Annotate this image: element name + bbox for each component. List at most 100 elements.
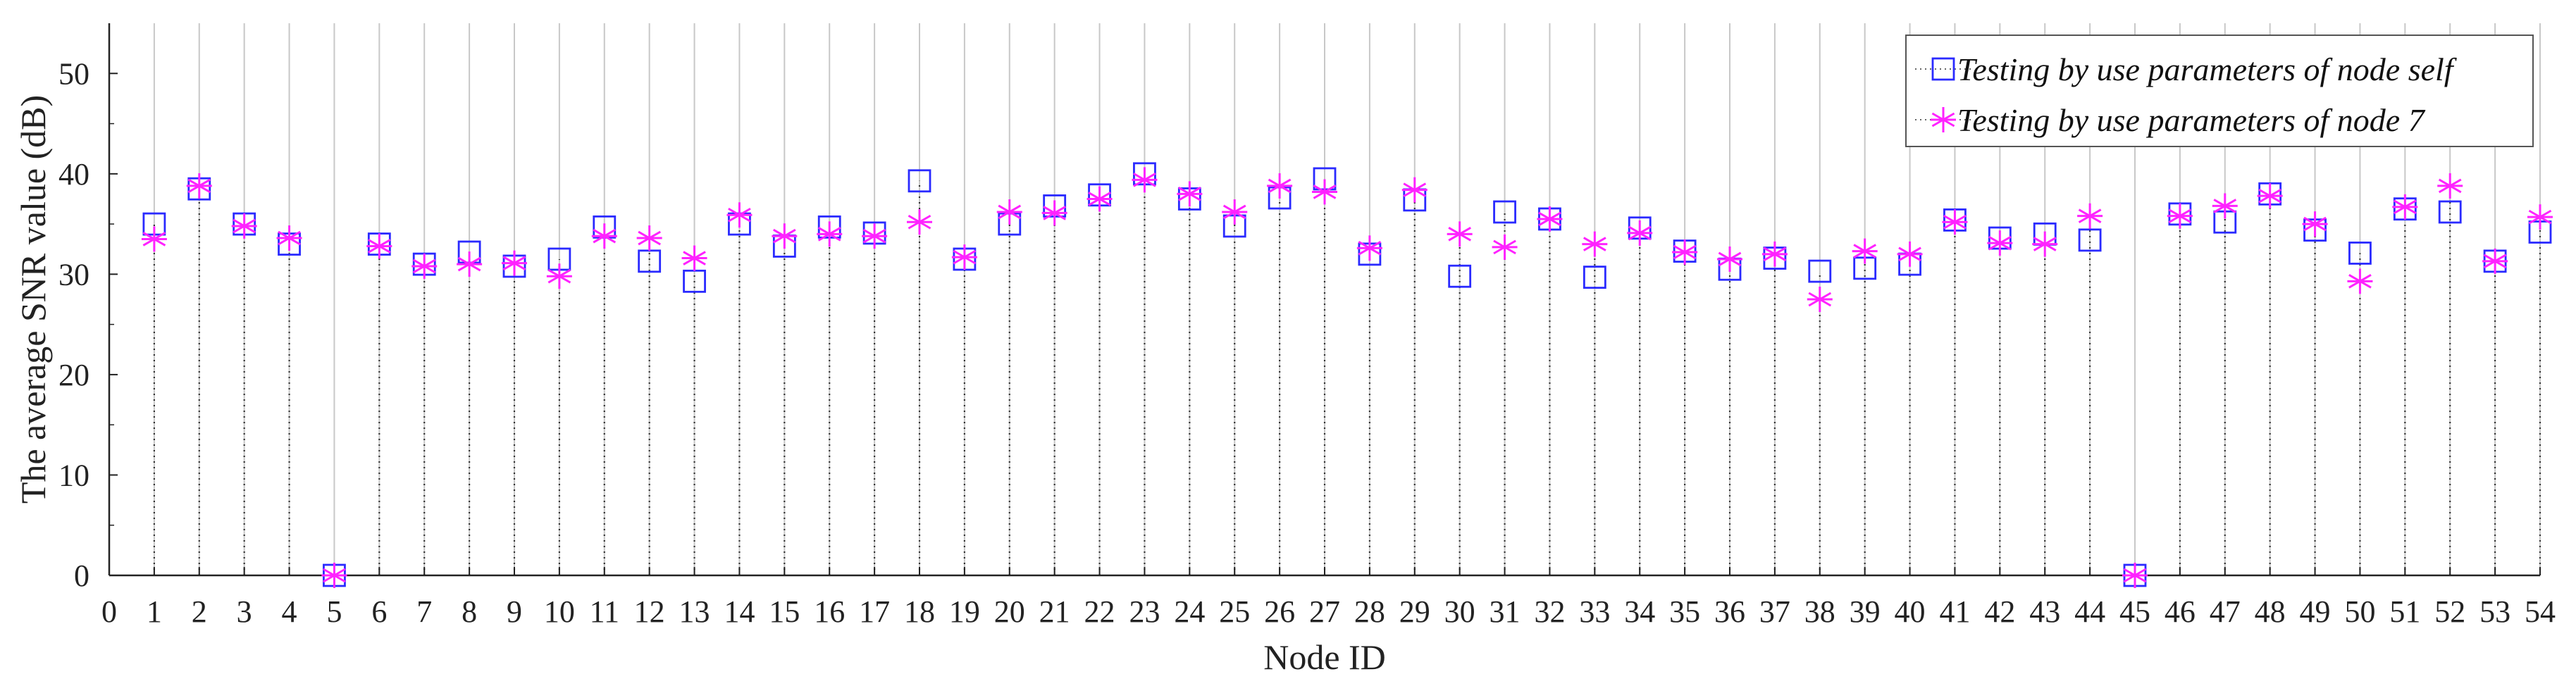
point-node-7-41: [1942, 209, 1968, 235]
point-node-7-42: [1987, 230, 2013, 256]
x-tick-label-4: 4: [282, 594, 297, 629]
point-node-7-26: [1267, 173, 1293, 199]
legend-label-node-self: Testing by use parameters of node self: [1957, 51, 2458, 87]
x-tick-label-6: 6: [371, 594, 387, 629]
x-tick-label-29: 29: [1399, 594, 1430, 629]
point-node-7-13: [681, 245, 707, 271]
x-axis-label: Node ID: [1263, 637, 1386, 677]
x-tick-label-27: 27: [1309, 594, 1340, 629]
x-tick-label-9: 9: [507, 594, 522, 629]
point-node-self-52: [2438, 200, 2462, 224]
x-tick-label-37: 37: [1759, 594, 1790, 629]
point-node-7-10: [546, 263, 572, 289]
point-node-7-32: [1537, 206, 1563, 232]
point-node-7-18: [907, 209, 932, 235]
point-node-7-44: [2077, 203, 2103, 229]
point-node-7-30: [1447, 221, 1473, 247]
point-node-7-27: [1312, 179, 1337, 205]
y-tick-label-30: 30: [58, 257, 89, 292]
point-node-7-11: [591, 223, 617, 249]
point-node-7-16: [817, 221, 843, 247]
x-tick-labels: 0 1 2 3 4 5 6 7 8 9 10 11 12 13 14 15 16 17 18 19 20 21 22 23 24…: [101, 594, 2556, 629]
x-tick-label-24: 24: [1174, 594, 1205, 629]
x-tick-label-20: 20: [994, 594, 1025, 629]
x-tick-label-10: 10: [544, 594, 575, 629]
x-tick-label-39: 39: [1850, 594, 1881, 629]
point-node-7-34: [1627, 220, 1653, 246]
point-node-7-6: [366, 233, 392, 259]
series-node-7-markers: [141, 167, 2553, 588]
x-tick-label-3: 3: [237, 594, 252, 629]
point-node-7-39: [1852, 238, 1878, 264]
x-tick-label-42: 42: [1984, 594, 2015, 629]
point-node-7-8: [457, 251, 483, 277]
point-node-7-4: [276, 225, 302, 251]
x-tick-label-51: 51: [2389, 594, 2420, 629]
point-node-7-15: [772, 223, 798, 249]
x-tick-label-34: 34: [1624, 594, 1655, 629]
point-node-7-2: [186, 173, 212, 199]
x-tick-label-33: 33: [1579, 594, 1610, 629]
x-tick-label-2: 2: [192, 594, 207, 629]
point-node-self-50: [2348, 242, 2372, 265]
point-node-7-46: [2167, 203, 2193, 229]
x-tick-label-44: 44: [2074, 594, 2105, 629]
point-node-7-14: [726, 202, 753, 228]
legend-marker-node-7: [1915, 107, 1971, 132]
point-node-7-54: [2527, 204, 2553, 230]
point-node-self-18: [908, 169, 931, 193]
point-node-7-9: [502, 250, 527, 276]
y-tick-label-40: 40: [58, 157, 89, 192]
x-tick-label-32: 32: [1534, 594, 1565, 629]
point-node-7-21: [1041, 200, 1067, 226]
x-tick-label-25: 25: [1219, 594, 1250, 629]
legend-label-node-7: Testing by use parameters of node 7: [1957, 102, 2426, 138]
point-node-7-37: [1761, 241, 1788, 267]
point-node-7-3: [231, 213, 257, 239]
x-tick-label-45: 45: [2119, 594, 2150, 629]
point-node-7-47: [2212, 193, 2238, 219]
point-node-7-51: [2392, 194, 2418, 220]
x-tick-label-49: 49: [2300, 594, 2331, 629]
x-tick-label-28: 28: [1354, 594, 1385, 629]
x-tick-label-21: 21: [1039, 594, 1070, 629]
point-node-7-20: [996, 199, 1022, 225]
x-tick-label-5: 5: [326, 594, 342, 629]
y-tick-label-0: 0: [74, 558, 89, 593]
point-node-7-23: [1132, 167, 1158, 193]
x-tick-label-8: 8: [462, 594, 477, 629]
point-node-7-48: [2257, 183, 2283, 209]
series-node-self-markers: [142, 162, 2552, 587]
point-node-7-50: [2347, 268, 2373, 294]
point-node-7-5: [321, 563, 347, 588]
x-tick-label-22: 22: [1084, 594, 1115, 629]
stem-lines: [153, 173, 2541, 575]
point-node-7-35: [1672, 239, 1698, 266]
x-tick-label-31: 31: [1490, 594, 1521, 629]
x-tick-label-41: 41: [1939, 594, 1970, 629]
x-tick-label-13: 13: [679, 594, 710, 629]
x-tick-label-50: 50: [2344, 594, 2375, 629]
point-node-7-24: [1177, 181, 1203, 207]
x-tick-label-38: 38: [1804, 594, 1835, 629]
point-node-self-30: [1448, 264, 1472, 288]
point-node-7-38: [1807, 287, 1833, 312]
point-node-7-36: [1717, 246, 1742, 272]
y-axis-label: The average SNR value (dB): [13, 95, 53, 504]
point-node-7-31: [1492, 234, 1518, 260]
x-tick-label-48: 48: [2255, 594, 2286, 629]
legend-marker-node-self: [1915, 57, 1971, 81]
x-tick-label-30: 30: [1444, 594, 1475, 629]
x-tick-label-43: 43: [2029, 594, 2060, 629]
point-node-self-33: [1583, 266, 1606, 289]
y-tick-label-10: 10: [58, 458, 89, 492]
x-tick-label-11: 11: [590, 594, 619, 629]
legend: Testing by use parameters of node self T…: [1905, 35, 2534, 147]
point-node-7-7: [411, 253, 438, 279]
point-node-self-44: [2078, 228, 2102, 252]
x-tick-label-52: 52: [2434, 594, 2465, 629]
x-tick-label-7: 7: [416, 594, 432, 629]
point-node-7-19: [951, 244, 977, 270]
x-tick-label-15: 15: [769, 594, 800, 629]
x-tick-label-1: 1: [147, 594, 162, 629]
